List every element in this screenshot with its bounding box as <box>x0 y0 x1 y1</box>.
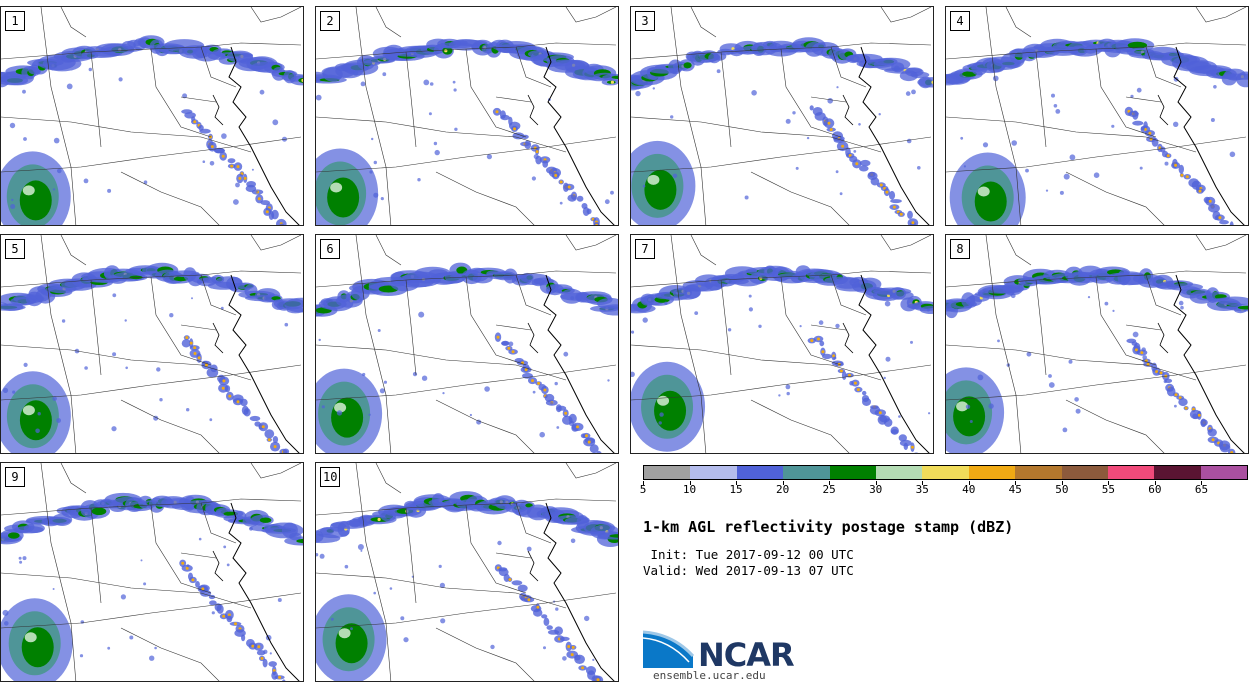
colorbar-tick-label: 5 <box>639 483 647 496</box>
colorbar-tick <box>1201 481 1203 485</box>
colorbar-tick <box>1154 481 1156 485</box>
colorbar-tick <box>782 481 784 485</box>
colorbar-segment <box>644 466 691 479</box>
colorbar-segment <box>1015 466 1062 479</box>
panel-number: 10 <box>320 467 341 487</box>
colorbar-tick <box>736 481 738 485</box>
stamp-panel: 4 <box>945 6 1249 226</box>
panel-number: 2 <box>320 11 340 31</box>
colorbar-tick-label: 40 <box>962 483 976 496</box>
init-time: Init: Tue 2017-09-12 00 UTC <box>643 547 854 562</box>
panel-number: 8 <box>950 239 970 259</box>
reflectivity-map <box>316 235 618 453</box>
colorbar-tick-label: 10 <box>682 483 697 496</box>
stamp-panel: 1 <box>0 6 304 226</box>
valid-time: Valid: Wed 2017-09-13 07 UTC <box>643 563 854 578</box>
colorbar-segment <box>1200 466 1248 479</box>
panel-number: 4 <box>950 11 970 31</box>
colorbar-tick <box>968 481 970 485</box>
reflectivity-map <box>631 7 933 225</box>
reflectivity-map <box>316 463 618 681</box>
colorbar-tick <box>1108 481 1110 485</box>
stamp-panel: 5 <box>0 234 304 454</box>
colorbar-ticks: 5 10 15 20 25 30 35 40 45 50 55 60 65 <box>639 481 1248 497</box>
colorbar-tick <box>1061 481 1063 485</box>
colorbar-tick <box>829 481 831 485</box>
colorbar-tick <box>1015 481 1017 485</box>
colorbar-segment <box>968 466 1016 479</box>
stamp-panel: 6 <box>315 234 619 454</box>
colorbar-segment <box>783 466 830 479</box>
colorbar-tick-label: 50 <box>1055 483 1069 496</box>
colorbar-tick <box>643 481 644 485</box>
colorbar-tick <box>689 481 691 485</box>
panel-number: 1 <box>5 11 25 31</box>
panel-number: 6 <box>320 239 340 259</box>
colorbar-segment <box>736 466 784 479</box>
colorbar-tick <box>875 481 877 485</box>
reflectivity-map <box>1 235 303 453</box>
logo-url: ensemble.ucar.edu <box>653 669 766 682</box>
colorbar-tick-label: 30 <box>869 483 883 496</box>
colorbar-segment <box>829 466 876 479</box>
reflectivity-map <box>316 7 618 225</box>
reflectivity-map <box>946 7 1248 225</box>
stamp-panel: 3 <box>630 6 934 226</box>
stamp-panel: 2 <box>315 6 619 226</box>
reflectivity-map <box>1 7 303 225</box>
reflectivity-map <box>631 235 933 453</box>
colorbar-tick-label: 65 <box>1194 483 1209 496</box>
colorbar-tick-label: 15 <box>729 483 743 496</box>
colorbar-segment <box>1154 466 1201 479</box>
colorbar-segment <box>875 466 923 479</box>
panel-number: 9 <box>5 467 25 487</box>
colorbar-tick-label: 35 <box>915 483 929 496</box>
colorbar-segment <box>690 466 737 479</box>
colorbar-segment <box>922 466 969 479</box>
figure-title: 1-km AGL reflectivity postage stamp (dBZ… <box>643 518 1014 536</box>
colorbar <box>643 465 1248 480</box>
reflectivity-map <box>1 463 303 681</box>
stamp-panel: 9 <box>0 462 304 682</box>
colorbar-segment <box>1061 466 1108 479</box>
colorbar-tick-label: 55 <box>1101 483 1115 496</box>
stamp-panel: 10 <box>315 462 619 682</box>
panel-number: 3 <box>635 11 655 31</box>
ncar-logo-text: NCAR <box>698 636 795 674</box>
colorbar-tick-label: 45 <box>1008 483 1022 496</box>
reflectivity-map <box>946 235 1248 453</box>
colorbar-tick <box>922 481 924 485</box>
colorbar-tick-label: 60 <box>1148 483 1162 496</box>
ncar-logo-icon <box>643 630 695 668</box>
stamp-panel: 8 <box>945 234 1249 454</box>
colorbar-tick-label: 20 <box>775 483 790 496</box>
panel-number: 5 <box>5 239 25 259</box>
colorbar-tick-label: 25 <box>822 483 836 496</box>
colorbar-segment <box>1107 466 1155 479</box>
stamp-panel: 7 <box>630 234 934 454</box>
panel-number: 7 <box>635 239 655 259</box>
